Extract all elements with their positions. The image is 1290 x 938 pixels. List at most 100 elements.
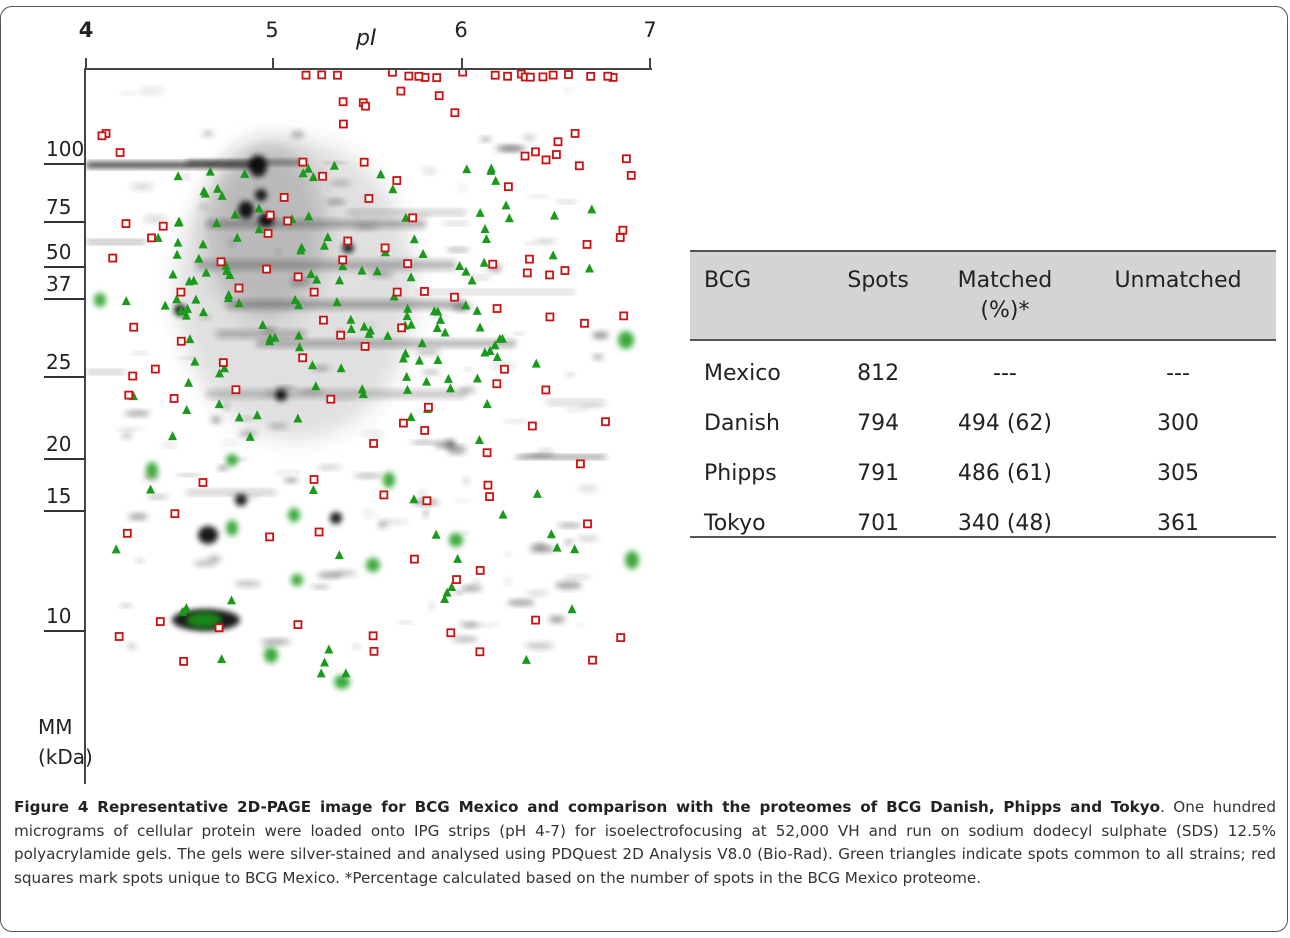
unique-spot-marker bbox=[392, 287, 402, 297]
gel-green-spot-layer bbox=[94, 293, 639, 689]
unique-spot-marker bbox=[314, 527, 324, 537]
common-spot-marker bbox=[453, 553, 463, 563]
unique-spot-marker bbox=[552, 150, 561, 159]
pi-tick-label-7: 7 bbox=[643, 18, 657, 42]
common-spot-marker bbox=[160, 300, 170, 310]
common-spot-marker bbox=[184, 276, 194, 286]
common-spot-marker bbox=[442, 587, 452, 597]
unique-spot-marker bbox=[482, 448, 492, 458]
unique-spot-marker bbox=[541, 155, 551, 165]
gel-faint-spot bbox=[504, 577, 511, 585]
gel-faint-spot bbox=[329, 180, 352, 186]
gel-faint-spot bbox=[399, 621, 412, 624]
gel-faint-spot bbox=[577, 535, 599, 542]
unique-spot-marker bbox=[420, 287, 429, 296]
common-spot-marker bbox=[504, 213, 514, 223]
mm-marker-line-10 bbox=[44, 630, 86, 632]
common-spot-marker-layer bbox=[111, 160, 597, 678]
common-spot-marker bbox=[198, 239, 208, 249]
gel-faint-spot bbox=[354, 223, 377, 231]
common-spot-marker bbox=[549, 210, 559, 220]
unique-spot-marker bbox=[531, 615, 540, 625]
common-spot-marker bbox=[184, 377, 194, 387]
common-spot-marker bbox=[570, 544, 580, 554]
unique-spot-marker bbox=[147, 233, 156, 243]
common-spot-marker bbox=[168, 269, 178, 279]
gel-faint-spot bbox=[578, 623, 585, 626]
unique-spot-marker bbox=[522, 268, 532, 278]
gel-faint-spot bbox=[446, 247, 470, 252]
unique-spot-marker bbox=[283, 216, 293, 226]
unique-spot-marker bbox=[483, 480, 493, 490]
common-spot-marker bbox=[294, 300, 304, 310]
gel-streak bbox=[186, 490, 276, 495]
common-spot-marker bbox=[521, 654, 531, 664]
common-spot-marker bbox=[232, 232, 242, 242]
common-spot-marker bbox=[336, 363, 346, 373]
gel-faint-spot bbox=[548, 615, 565, 623]
unique-spot-marker bbox=[122, 528, 132, 538]
table-row: Danish 794 494 (62) 300 bbox=[690, 398, 1276, 448]
common-spot-marker bbox=[472, 305, 482, 315]
gel-faint-spot bbox=[130, 183, 154, 190]
gel-faint-spot bbox=[498, 146, 527, 152]
common-spot-marker bbox=[181, 310, 191, 320]
common-spot-marker bbox=[417, 338, 427, 348]
gel-green-spot bbox=[618, 331, 634, 349]
gel-faint-spot bbox=[459, 386, 476, 394]
gel-faint-spot bbox=[473, 579, 479, 584]
gel-faint-spot bbox=[208, 555, 221, 564]
common-spot-marker bbox=[176, 306, 186, 316]
unique-spot-marker bbox=[234, 283, 244, 293]
cell-matched: --- bbox=[993, 360, 1017, 386]
common-spot-marker bbox=[498, 509, 508, 519]
common-spot-marker bbox=[531, 358, 541, 368]
unique-spot-marker bbox=[452, 575, 461, 584]
gel-faint-spot bbox=[268, 423, 288, 430]
common-spot-marker bbox=[240, 168, 250, 178]
table-top-rule bbox=[690, 250, 1276, 252]
mm-marker-line-37 bbox=[44, 298, 86, 300]
unique-spot-marker bbox=[359, 157, 369, 167]
common-spot-marker bbox=[224, 289, 234, 299]
common-spot-marker bbox=[332, 297, 342, 307]
unique-spot-marker bbox=[298, 157, 308, 167]
unique-spot-marker bbox=[404, 71, 414, 81]
unique-spot-marker bbox=[176, 287, 186, 297]
common-spot-marker bbox=[482, 398, 492, 408]
unique-spot-marker bbox=[319, 315, 328, 325]
unique-spot-marker bbox=[369, 646, 379, 656]
unique-spot-marker bbox=[424, 402, 433, 412]
unique-spot-marker bbox=[475, 647, 485, 657]
gel-faint-spot bbox=[427, 315, 448, 318]
common-spot-marker bbox=[480, 224, 490, 234]
unique-spot-marker bbox=[326, 394, 336, 404]
unique-spot-marker bbox=[293, 272, 303, 282]
gel-green-spot bbox=[334, 675, 350, 689]
gel-smear-layer bbox=[86, 87, 609, 650]
common-spot-marker bbox=[480, 347, 490, 357]
common-spot-marker bbox=[401, 212, 411, 222]
unique-spot-marker bbox=[279, 193, 289, 202]
gel-faint-spot bbox=[525, 590, 549, 596]
unique-spot-marker bbox=[317, 70, 327, 80]
common-spot-marker bbox=[145, 484, 155, 494]
gel-faint-spot bbox=[142, 214, 168, 223]
common-spot-marker bbox=[298, 168, 308, 178]
gel-faint-spot bbox=[179, 356, 197, 360]
common-spot-marker bbox=[304, 211, 314, 221]
common-spot-marker bbox=[491, 175, 501, 185]
unique-spot-marker bbox=[216, 257, 226, 267]
unique-spot-marker bbox=[458, 70, 468, 77]
unique-spot-marker bbox=[410, 554, 419, 564]
gel-green-spot bbox=[226, 454, 238, 466]
mm-marker-37: 37 bbox=[46, 272, 72, 296]
gel-faint-spot bbox=[446, 446, 466, 455]
unique-spot-marker bbox=[396, 86, 406, 96]
common-spot-marker bbox=[403, 303, 413, 313]
common-spot-marker bbox=[388, 184, 398, 194]
caption-title: Figure 4 Representative 2D-PAGE image fo… bbox=[14, 798, 1161, 816]
unique-spot-marker bbox=[170, 509, 180, 519]
gel-faint-spot bbox=[491, 622, 498, 626]
unique-spot-marker bbox=[309, 287, 319, 297]
